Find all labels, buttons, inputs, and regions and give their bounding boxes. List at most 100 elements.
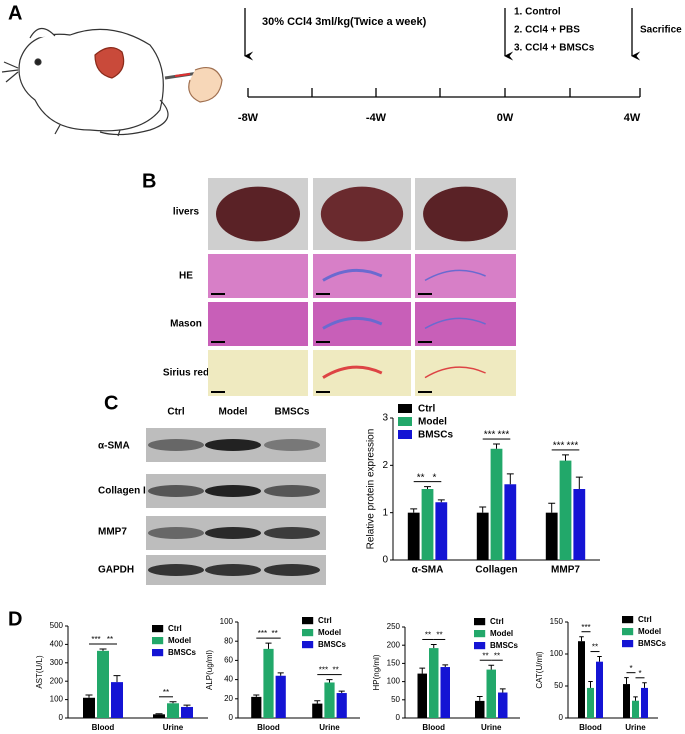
error-bar xyxy=(430,643,437,649)
panel-label: C xyxy=(104,392,118,414)
panel-label: D xyxy=(8,608,22,630)
error-bar xyxy=(476,696,483,701)
error-bar xyxy=(493,443,500,449)
x-tick-label: Blood xyxy=(579,723,602,732)
bar xyxy=(559,460,572,560)
legend-swatch xyxy=(152,649,164,657)
y-tick-label: 150 xyxy=(550,617,564,626)
significance-label: * xyxy=(432,472,436,483)
x-tick-label: Blood xyxy=(257,723,280,732)
legend-swatch xyxy=(302,629,314,637)
legend-label: Ctrl xyxy=(638,615,652,624)
fibrosis xyxy=(424,269,486,282)
group-text: 2. CCl4 + PBS xyxy=(514,25,580,36)
legend-swatch xyxy=(152,625,164,633)
blot-row: GAPDH xyxy=(98,565,134,576)
bar xyxy=(167,703,179,718)
x-tick-label: Blood xyxy=(422,723,445,732)
error-bar xyxy=(642,682,647,688)
x-tick-label: Collagen xyxy=(475,565,517,576)
legend-swatch xyxy=(302,641,314,649)
y-tick-label: 2 xyxy=(382,460,388,471)
x-tick-label: Urine xyxy=(481,723,502,732)
bar xyxy=(545,512,558,560)
y-tick-label: 100 xyxy=(387,677,401,686)
y-tick-label: 400 xyxy=(50,640,64,649)
band xyxy=(264,439,320,451)
legend-label: BMSCs xyxy=(318,640,347,649)
error-bar xyxy=(85,694,93,698)
histology-image xyxy=(415,302,516,346)
y-tick-label: 100 xyxy=(220,617,234,626)
band xyxy=(205,564,261,576)
legend-label: BMSCs xyxy=(638,639,667,648)
bar xyxy=(573,489,586,560)
band xyxy=(264,564,320,576)
blot-row: Collagen I xyxy=(98,486,146,497)
x-tick-label: MMP7 xyxy=(551,565,580,576)
y-tick-label: 0 xyxy=(559,713,564,722)
histology-image xyxy=(208,350,308,396)
error-bar xyxy=(155,713,163,715)
y-tick-label: 200 xyxy=(50,676,64,685)
y-tick-label: 80 xyxy=(224,636,233,645)
error-bar xyxy=(506,473,514,485)
error-bar xyxy=(562,454,569,461)
liver xyxy=(216,186,300,242)
legend-label: Ctrl xyxy=(490,617,504,626)
bar xyxy=(417,673,427,718)
histology-images xyxy=(208,178,516,396)
bar xyxy=(263,648,274,718)
significance-label: ** xyxy=(163,688,169,697)
significance-label: *** xyxy=(581,623,590,632)
bar xyxy=(440,667,450,718)
bar xyxy=(324,682,335,718)
legend-swatch xyxy=(302,617,314,625)
band xyxy=(205,439,261,451)
band xyxy=(205,485,261,497)
error-bar xyxy=(548,502,556,513)
bar xyxy=(275,675,286,718)
y-axis-label: ALP(ug/ml) xyxy=(205,650,214,690)
significance-label: ** xyxy=(271,629,277,638)
y-tick-label: 1 xyxy=(382,507,388,518)
error-bar xyxy=(113,675,121,683)
significance-label: ** xyxy=(494,651,500,660)
blot-column: Model xyxy=(219,407,248,418)
bar xyxy=(490,448,503,560)
bar xyxy=(476,512,489,560)
legend-label: Ctrl xyxy=(418,404,435,415)
legend-label: BMSCs xyxy=(490,641,519,650)
error-bar xyxy=(488,664,495,670)
timeline-tick: 4W xyxy=(624,112,641,124)
x-tick-label: Urine xyxy=(319,723,340,732)
blot-column: BMSCs xyxy=(274,407,309,418)
panel-label: B xyxy=(142,170,156,192)
blot-row: α-SMA xyxy=(98,441,130,452)
y-tick-label: 150 xyxy=(387,659,401,668)
x-tick-label: Blood xyxy=(92,723,115,732)
histology-image xyxy=(313,302,411,346)
y-tick-label: 500 xyxy=(50,621,64,630)
y-tick-label: 60 xyxy=(224,656,233,665)
fibrosis xyxy=(322,316,383,330)
blot-images xyxy=(146,428,326,585)
band xyxy=(264,527,320,539)
group-text: 3. CCl4 + BMSCs xyxy=(514,43,595,54)
x-tick-label: Urine xyxy=(163,723,184,732)
row-label: Sirius red xyxy=(163,368,209,379)
histology-image xyxy=(208,254,308,298)
y-axis-label: CAT(U/ml) xyxy=(535,651,544,689)
legend-label: Model xyxy=(418,417,447,428)
error-bar xyxy=(479,506,487,513)
fibrosis xyxy=(424,366,486,379)
bar xyxy=(111,682,123,718)
histology-image xyxy=(415,350,516,396)
legend-label: Model xyxy=(318,628,341,637)
end-text: Sacrifice xyxy=(640,25,682,36)
bar xyxy=(83,697,95,718)
y-tick-label: 200 xyxy=(387,640,401,649)
significance-label: ** xyxy=(417,472,425,483)
bar xyxy=(632,700,639,718)
significance-label: *** xyxy=(498,430,510,441)
